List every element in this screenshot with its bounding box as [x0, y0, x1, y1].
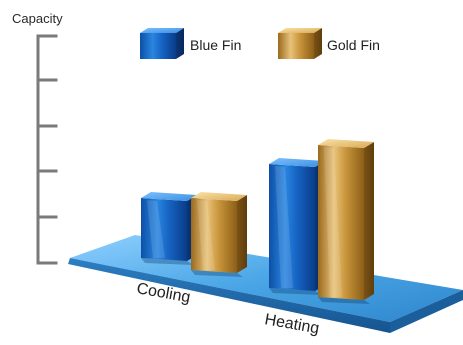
legend-swatch-blue-fin	[140, 28, 184, 59]
legend-label-gold-fin: Gold Fin	[327, 37, 380, 53]
bars	[141, 139, 374, 304]
legend-swatch-gold-fin	[278, 28, 322, 59]
bar-gold-fin-cooling	[191, 192, 247, 277]
bar-gold-fin-heating	[318, 139, 374, 304]
legend-label-blue-fin: Blue Fin	[190, 37, 241, 53]
y-axis-label: Capacity	[12, 11, 63, 26]
bar-blue-fin-cooling	[141, 192, 197, 265]
legend: Blue Fin Gold Fin	[140, 28, 380, 59]
y-axis	[36, 34, 58, 265]
bar-blue-fin-heating	[269, 158, 325, 295]
